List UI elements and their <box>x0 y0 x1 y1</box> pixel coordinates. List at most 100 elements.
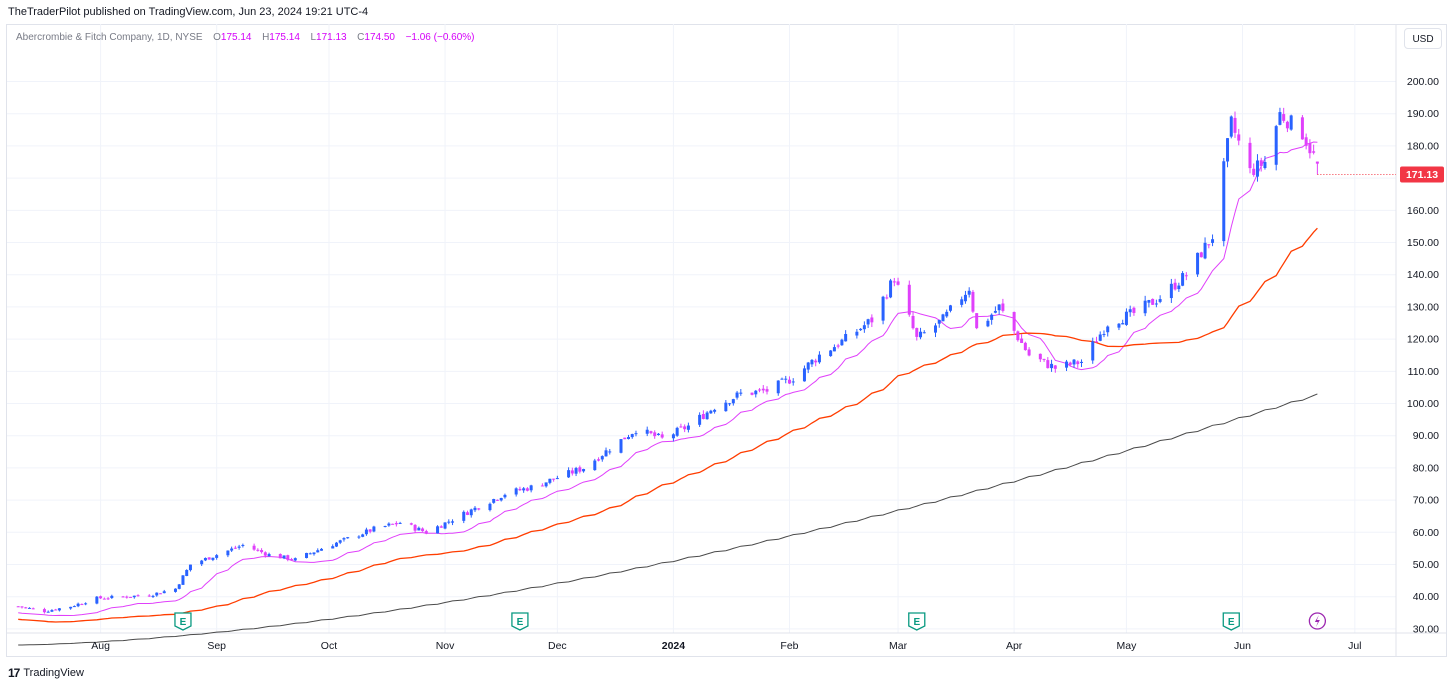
earnings-icon <box>174 612 192 631</box>
ma-mid-line <box>18 227 1318 623</box>
candle-body <box>215 555 219 558</box>
candle-body <box>308 553 312 555</box>
candle-body <box>525 488 529 491</box>
candle-body <box>364 529 368 535</box>
candle-body <box>817 354 821 363</box>
candle-body <box>42 609 46 613</box>
candle-body <box>1173 282 1177 290</box>
candle-body <box>488 503 492 511</box>
candle-body <box>971 291 975 312</box>
candle-body <box>1229 116 1233 137</box>
candle-body <box>1255 160 1259 177</box>
candle-body <box>960 299 964 305</box>
candle-body <box>604 450 608 457</box>
candle-body <box>829 350 833 357</box>
candle-body <box>27 607 31 609</box>
candle-body <box>447 521 451 523</box>
candle-body <box>361 534 365 537</box>
candle-body <box>1252 168 1256 175</box>
candle-body <box>305 552 309 559</box>
candle-body <box>1038 353 1042 360</box>
candle-body <box>945 311 949 317</box>
candle-body <box>1121 323 1125 325</box>
candle-body <box>443 522 447 529</box>
candle-body <box>754 390 758 395</box>
candle-body <box>1001 303 1005 311</box>
candle-body <box>1196 252 1200 275</box>
price-tick-label: 60.00 <box>1413 527 1439 539</box>
footer: 17 TradingView <box>8 666 84 680</box>
candle-body <box>1072 359 1076 365</box>
candle-body <box>173 588 177 592</box>
earnings-icon <box>908 612 926 631</box>
candle-body <box>582 469 586 472</box>
earnings-label: E <box>517 617 524 628</box>
candle-body <box>1020 338 1024 344</box>
candle-body <box>679 426 683 428</box>
time-tick-label: Jun <box>1234 640 1251 652</box>
candle-body <box>1080 361 1084 363</box>
candle-body <box>387 523 391 526</box>
candle-body <box>1098 334 1102 341</box>
candle-body <box>1128 309 1132 313</box>
candle-body <box>469 509 473 516</box>
candle-body <box>933 325 937 333</box>
currency-button[interactable]: USD <box>1404 28 1442 49</box>
candle-body <box>177 584 181 589</box>
candle-body <box>1282 114 1286 121</box>
price-tick-label: 160.00 <box>1407 205 1439 217</box>
candle-body <box>503 494 507 498</box>
candle-body <box>1300 117 1304 140</box>
candle-body <box>724 402 728 412</box>
candle-body <box>990 314 994 320</box>
ma-fast-line <box>18 141 1318 617</box>
candle-body <box>832 347 836 352</box>
candle-body <box>698 414 702 425</box>
candle-body <box>136 595 140 597</box>
price-tick-label: 70.00 <box>1413 495 1439 507</box>
candle-body <box>200 560 204 565</box>
candle-body <box>671 434 675 439</box>
candle-body <box>810 359 814 365</box>
candle-body <box>121 596 125 598</box>
candle-body <box>267 554 271 557</box>
candle-body <box>424 531 428 534</box>
candle-body <box>705 412 709 420</box>
price-tick-label: 100.00 <box>1407 398 1439 410</box>
candle-body <box>421 528 425 532</box>
candle-body <box>331 546 335 549</box>
candle-body <box>881 296 885 321</box>
candle-body <box>1158 299 1162 302</box>
candle-body <box>278 554 282 559</box>
candle-body <box>986 320 990 327</box>
candle-body <box>282 555 286 559</box>
candle-body <box>492 499 496 503</box>
candle-body <box>739 392 743 394</box>
candle-body <box>466 512 470 515</box>
candle-body <box>54 609 58 611</box>
candle-body <box>368 529 372 532</box>
candle-body <box>76 603 80 607</box>
candle-body <box>653 432 657 437</box>
candle-body <box>1169 283 1173 299</box>
candle-body <box>1151 298 1155 305</box>
candle-body <box>1259 160 1263 166</box>
candle-body <box>256 549 260 551</box>
candle-body <box>578 467 582 472</box>
candle-body <box>885 297 889 299</box>
open-label: O <box>213 32 221 43</box>
candle-body <box>46 611 50 613</box>
candle-body <box>342 538 346 540</box>
candle-body <box>600 456 604 460</box>
candle-body <box>791 381 795 383</box>
candle-body <box>230 548 234 551</box>
candle-body <box>237 546 241 548</box>
candle-body <box>675 427 679 436</box>
candle-body <box>188 564 192 571</box>
candle-body <box>1184 275 1188 277</box>
candle-body <box>919 331 923 338</box>
candle-body <box>181 575 185 585</box>
price-tick-label: 150.00 <box>1407 237 1439 249</box>
candle-body <box>514 488 518 495</box>
